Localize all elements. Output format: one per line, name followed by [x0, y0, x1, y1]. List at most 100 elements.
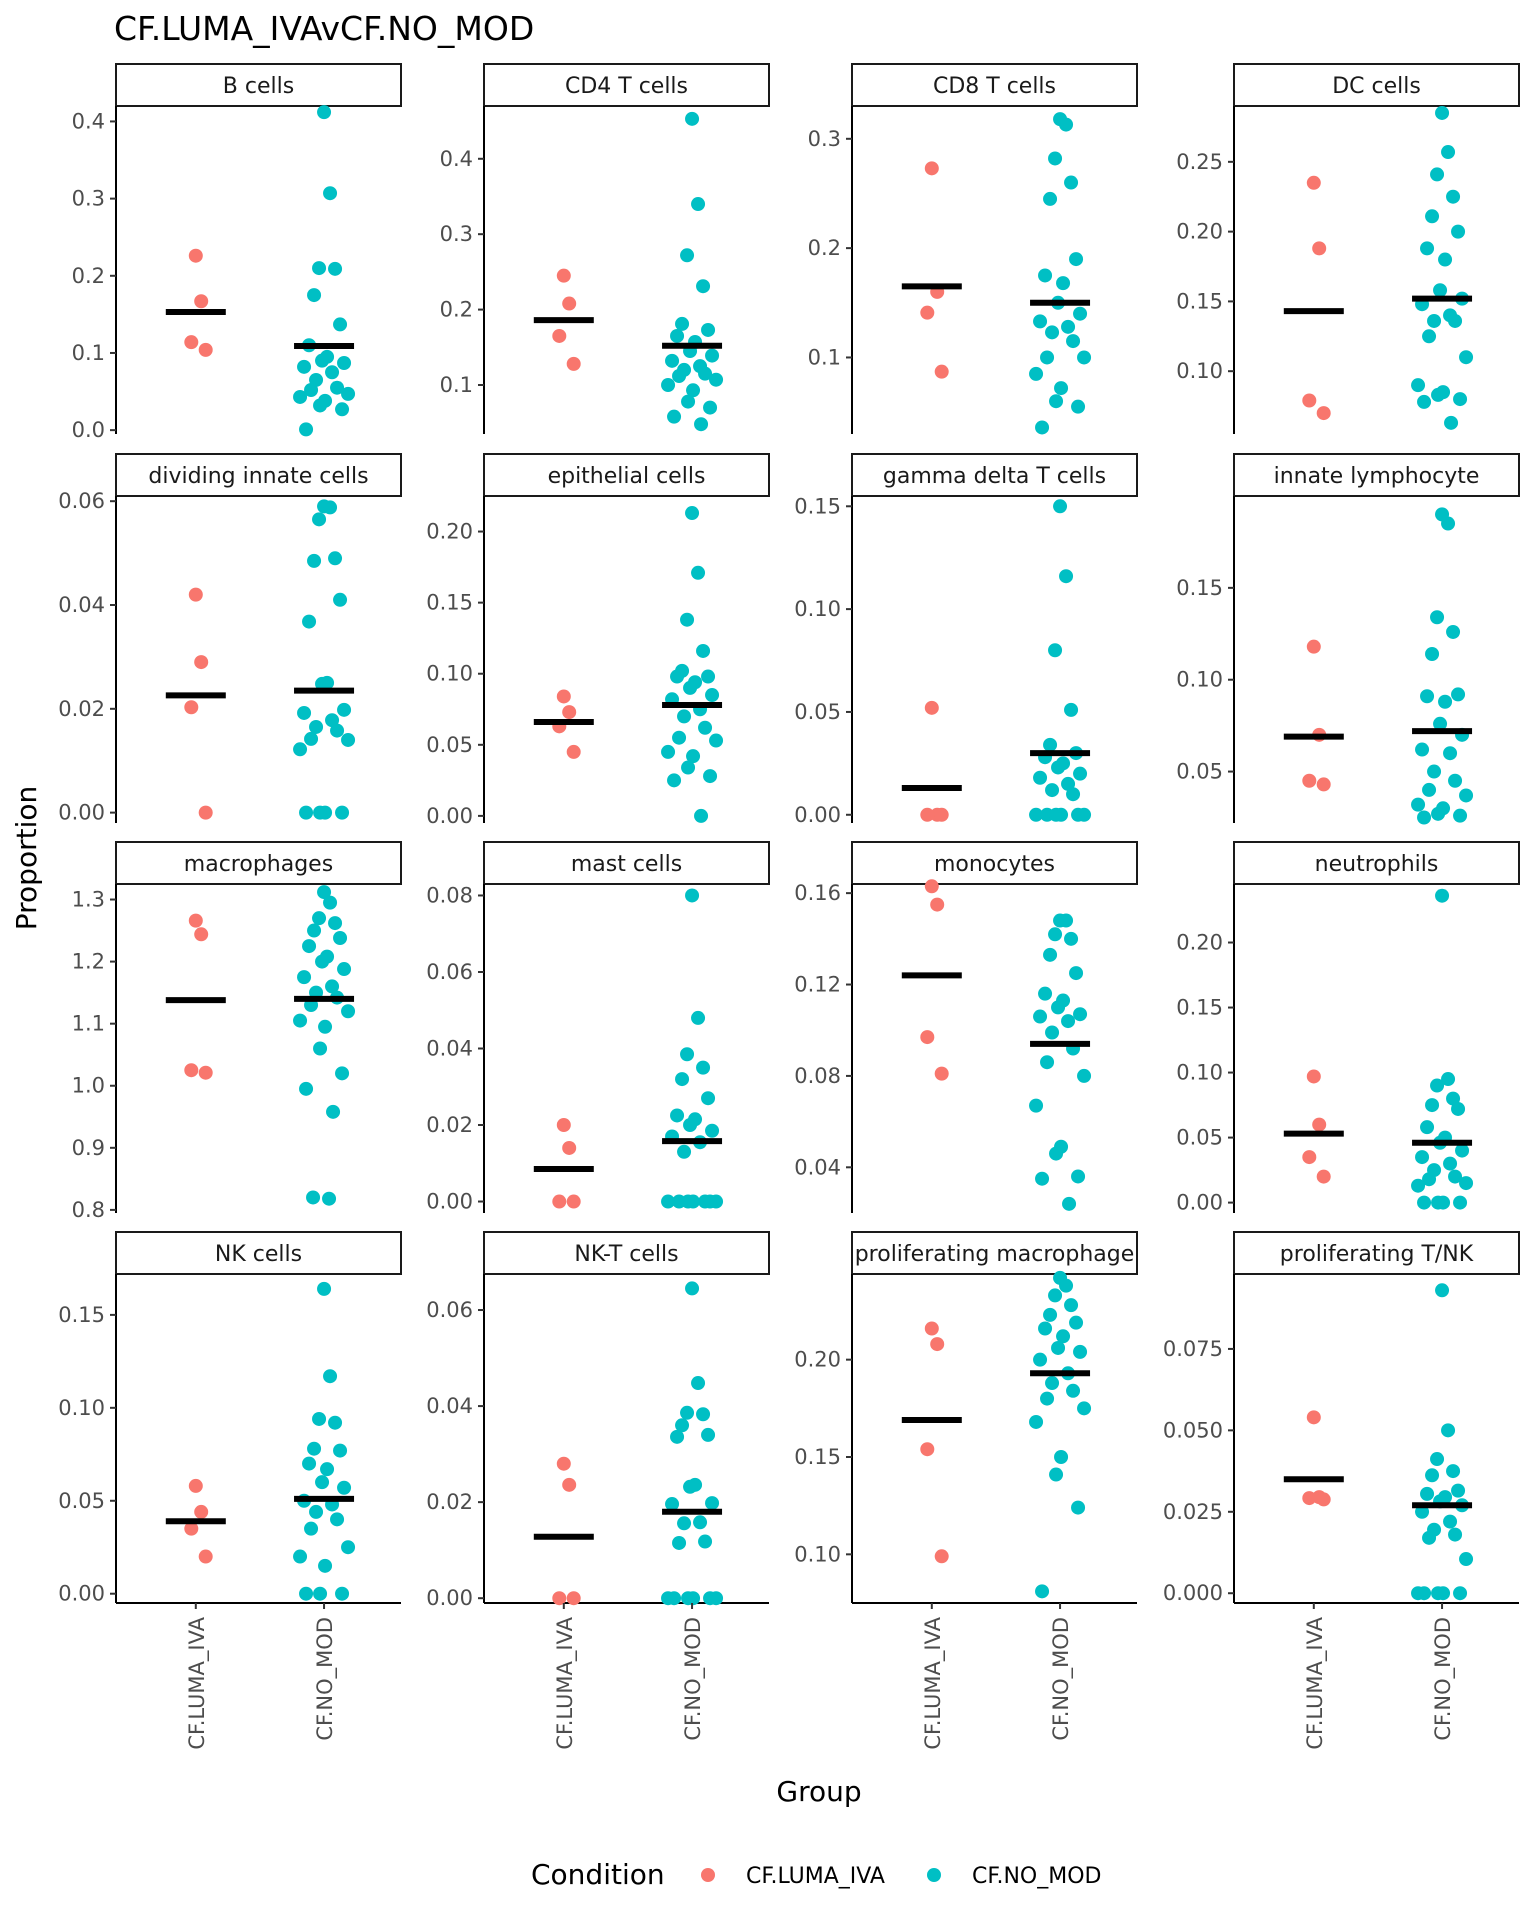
panel-cd4-t-cells: CD4 T cells 0.1 0.2 0.3 0.4 [440, 63, 770, 434]
data-point-cf-no-mod [304, 1521, 319, 1536]
data-point-cf-no-mod [1045, 783, 1060, 798]
data-point-cf-no-mod [317, 105, 332, 120]
data-point-cf-no-mod [1049, 807, 1064, 822]
data-point-cf-no-mod [1053, 499, 1068, 514]
data-point-cf-no-mod [1448, 313, 1463, 328]
data-point-cf-no-mod [691, 1010, 706, 1025]
x-tick-label: CF.LUMA_IVA [1303, 1616, 1328, 1749]
data-point-cf-luma-iva [556, 1118, 571, 1133]
data-point-cf-no-mod [341, 1004, 356, 1019]
data-point-cf-no-mod [1420, 241, 1435, 256]
data-point-cf-no-mod [1069, 1315, 1084, 1330]
data-point-cf-luma-iva [566, 1194, 581, 1209]
data-point-cf-no-mod [1038, 268, 1053, 283]
data-point-cf-no-mod [1045, 1025, 1060, 1040]
data-point-cf-no-mod [685, 1281, 700, 1296]
data-point-cf-no-mod [1446, 1464, 1461, 1479]
data-point-cf-luma-iva [552, 1591, 567, 1606]
data-point-cf-luma-iva [556, 1456, 571, 1471]
data-point-cf-no-mod [1435, 1283, 1450, 1298]
data-point-cf-no-mod [680, 1405, 695, 1420]
data-point-cf-no-mod [1071, 399, 1086, 414]
data-point-cf-luma-iva [198, 1065, 213, 1080]
data-point-cf-no-mod [1420, 1120, 1435, 1135]
data-point-cf-no-mod [1038, 1321, 1053, 1336]
x-tick-label: CF.NO_MOD [1431, 1617, 1456, 1741]
data-point-cf-no-mod [325, 713, 340, 728]
data-point-cf-no-mod [1438, 252, 1453, 267]
data-point-cf-no-mod [1430, 1078, 1445, 1093]
data-point-cf-no-mod [1054, 381, 1069, 396]
y-tick-label: 0.3 [72, 187, 105, 211]
data-point-cf-no-mod [667, 409, 682, 424]
y-tick-label: 0.15 [1176, 289, 1223, 313]
data-point-cf-no-mod [691, 197, 706, 212]
data-point-cf-no-mod [333, 317, 348, 332]
data-point-cf-no-mod [675, 1418, 690, 1433]
strip-title: dividing innate cells [148, 464, 368, 489]
data-point-cf-no-mod [1035, 420, 1050, 435]
data-point-cf-no-mod [1066, 334, 1081, 349]
data-point-cf-luma-iva [1312, 1117, 1327, 1132]
data-point-cf-luma-iva [934, 364, 949, 379]
x-axis-labels: CF.LUMA_IVA CF.NO_MOD CF.LUMA_IVA CF.NO_MOD… [185, 1603, 1456, 1750]
data-point-cf-luma-iva [562, 1477, 577, 1492]
data-point-cf-no-mod [696, 1407, 711, 1422]
y-tick-label: 0.02 [426, 1490, 473, 1514]
data-point-cf-no-mod [1071, 807, 1086, 822]
data-point-cf-luma-iva [924, 700, 939, 715]
data-point-cf-no-mod [1069, 966, 1084, 981]
strip-title: macrophages [184, 852, 333, 877]
data-point-cf-no-mod [701, 669, 716, 684]
data-point-cf-luma-iva [184, 700, 199, 715]
data-point-cf-no-mod [328, 261, 343, 276]
data-point-cf-luma-iva [566, 356, 581, 371]
data-point-cf-no-mod [696, 1060, 711, 1075]
strip-box [483, 841, 770, 885]
data-point-cf-no-mod [686, 383, 701, 398]
data-point-cf-no-mod [1441, 516, 1456, 531]
data-point-cf-no-mod [703, 1591, 718, 1606]
data-point-cf-no-mod [306, 1190, 321, 1205]
y-tick-label: 0.15 [794, 1445, 841, 1469]
data-point-cf-no-mod [1411, 378, 1426, 393]
x-tick-label: CF.NO_MOD [681, 1617, 706, 1741]
x-tick-label: CF.LUMA_IVA [921, 1616, 946, 1749]
data-point-cf-no-mod [1064, 931, 1079, 946]
y-tick-label: 0.2 [808, 236, 841, 260]
data-point-cf-no-mod [323, 500, 338, 515]
y-tick-label: 0.10 [794, 1542, 841, 1566]
y-tick-label: 0.20 [794, 1348, 841, 1372]
data-point-cf-no-mod [1073, 306, 1088, 321]
data-point-cf-no-mod [304, 731, 319, 746]
x-axis-title: Group [776, 1775, 861, 1808]
panel-gamma-delta-t-cells: gamma delta T cells 0.00 0.05 0.10 0.15 [794, 453, 1138, 827]
data-point-cf-no-mod [299, 422, 314, 437]
data-point-cf-no-mod [333, 931, 348, 946]
data-point-cf-no-mod [341, 732, 356, 747]
data-point-cf-no-mod [1038, 986, 1053, 1001]
data-point-cf-no-mod [297, 705, 312, 720]
data-point-cf-luma-iva [1302, 1150, 1317, 1165]
data-point-cf-no-mod [683, 1479, 698, 1494]
data-point-cf-no-mod [330, 380, 345, 395]
data-point-cf-no-mod [1043, 737, 1058, 752]
data-point-cf-no-mod [326, 1104, 341, 1119]
y-tick-label: 0.06 [426, 1298, 473, 1322]
data-point-cf-no-mod [1040, 350, 1055, 365]
data-point-cf-luma-iva [188, 913, 203, 928]
data-point-cf-no-mod [709, 372, 724, 387]
data-point-cf-no-mod [1064, 702, 1079, 717]
y-tick-label: 0.10 [58, 1396, 105, 1420]
data-point-cf-no-mod [1425, 209, 1440, 224]
data-point-cf-no-mod [691, 1376, 706, 1391]
y-tick-label: 0.20 [1176, 220, 1223, 244]
panel-innate-lymphocyte: innate lymphocyte 0.05 0.10 0.15 [1176, 453, 1520, 825]
y-tick-label: 0.9 [72, 1136, 105, 1160]
data-point-cf-no-mod [312, 512, 327, 527]
data-point-cf-no-mod [665, 353, 680, 368]
data-point-cf-no-mod [1415, 1504, 1430, 1519]
strip-title: mast cells [571, 852, 682, 877]
panel-dc-cells: DC cells 0.10 0.15 0.20 0.25 [1176, 63, 1520, 434]
